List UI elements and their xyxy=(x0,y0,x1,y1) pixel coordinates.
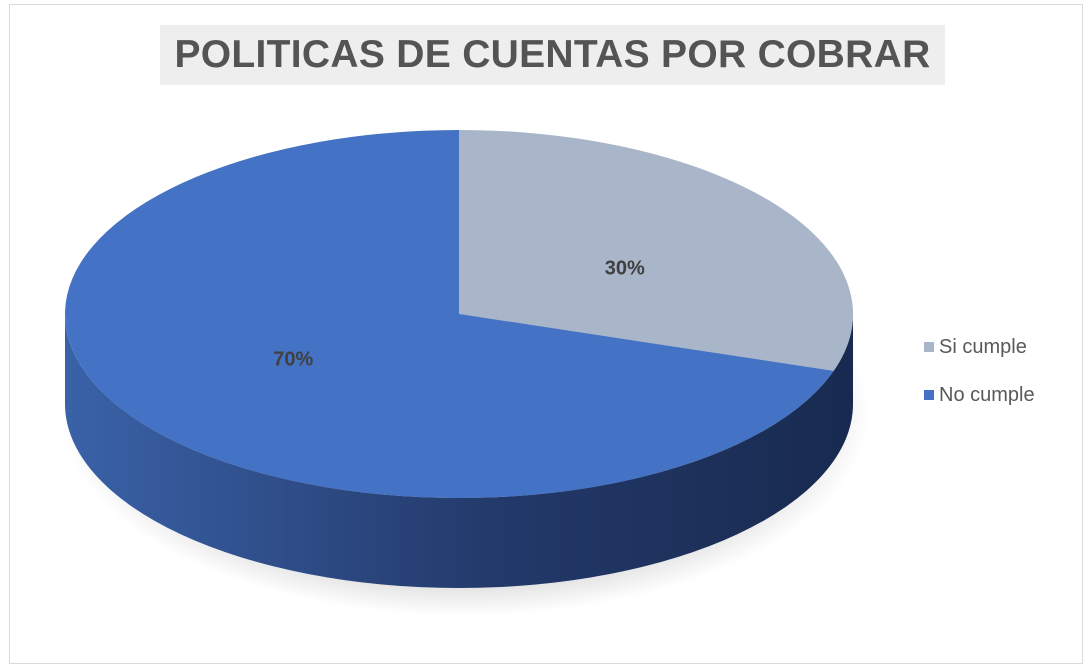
pie-slice-si-cumple xyxy=(459,130,853,371)
data-label-no-cumple: 70% xyxy=(273,348,313,370)
legend-swatch-si-cumple xyxy=(924,342,934,352)
legend-swatch-no-cumple xyxy=(924,390,934,400)
legend-label: Si cumple xyxy=(939,335,1027,358)
pie-side-wall xyxy=(65,314,853,588)
legend-label: No cumple xyxy=(939,383,1035,406)
data-label-si-cumple: 30% xyxy=(605,258,645,280)
chart-legend: Si cumple No cumple xyxy=(924,333,1084,429)
chart-title: POLITICAS DE CUENTAS POR COBRAR xyxy=(160,25,945,85)
pie-slice-no-cumple xyxy=(64,130,834,498)
legend-item-si-cumple[interactable]: Si cumple xyxy=(924,333,1084,361)
legend-item-no-cumple[interactable]: No cumple xyxy=(924,381,1084,409)
